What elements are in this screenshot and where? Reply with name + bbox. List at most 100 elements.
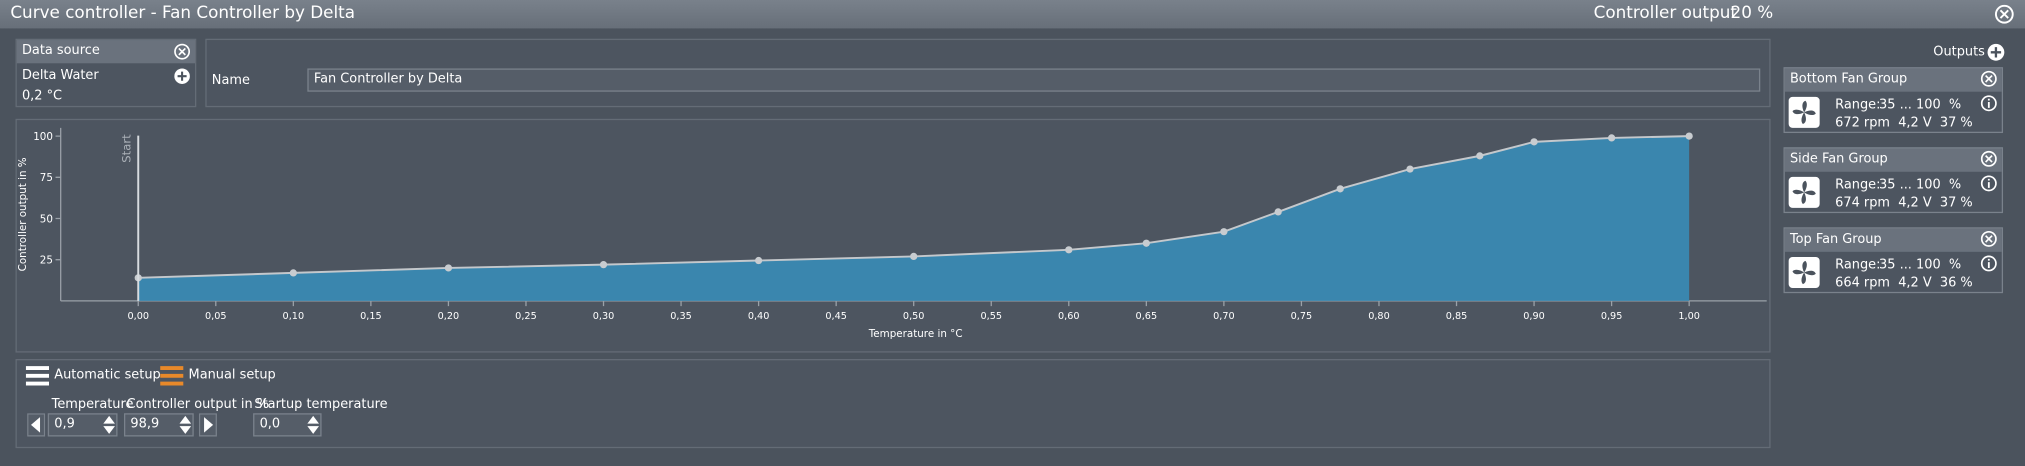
manual-icon[interactable] <box>160 365 184 386</box>
window-title: Curve controller - Fan Controller by Del… <box>10 3 356 24</box>
field-input[interactable]: 0,9 <box>47 413 118 437</box>
output-header <box>1784 148 2002 172</box>
x-tick-label: 0,30 <box>593 311 615 322</box>
field-label: Temperature <box>51 397 134 412</box>
x-tick-label: 0,85 <box>1446 311 1468 322</box>
x-tick-label: 0,60 <box>1058 311 1080 322</box>
output-name: Bottom Fan Group <box>1789 72 1908 87</box>
curve-point <box>1530 138 1538 146</box>
x-axis-label: Temperature in °C <box>868 328 963 340</box>
y-tick-label: 100 <box>33 131 53 143</box>
remove-output[interactable] <box>1980 150 1998 168</box>
x-tick-label: 0,65 <box>1136 311 1158 322</box>
x-tick-label: 0,70 <box>1213 311 1235 322</box>
x-tick-label: 0,55 <box>980 311 1002 322</box>
output-status: 672 rpm 4,2 V 37 % <box>1835 116 1973 131</box>
outputs-title: Outputs <box>1933 45 1985 60</box>
output-value: 20 % <box>1730 3 1774 24</box>
curve-point <box>1142 239 1150 247</box>
fan-icon <box>1788 96 1820 128</box>
fan-glyph <box>1789 258 1819 287</box>
field-input[interactable]: 0,0 <box>253 413 322 437</box>
sensor-value: 0,2 °C <box>21 89 63 104</box>
curve-point <box>289 269 297 277</box>
add-output[interactable] <box>1986 43 2005 62</box>
area-fill <box>138 136 1690 301</box>
fan-glyph <box>1789 178 1819 207</box>
x-tick-label: 0,45 <box>825 311 847 322</box>
curve-point <box>1336 185 1344 193</box>
y-tick-label: 75 <box>40 172 53 184</box>
info-button[interactable] <box>1980 174 1998 192</box>
manual-setup[interactable]: Manual setup <box>188 368 276 383</box>
range-label: Range: <box>1835 98 1881 113</box>
output-status: 674 rpm 4,2 V 37 % <box>1835 196 1973 211</box>
output-name: Top Fan Group <box>1789 232 1882 247</box>
remove-icon[interactable] <box>1980 70 1998 88</box>
info-icon[interactable] <box>1980 254 1998 272</box>
x-tick-label: 1,00 <box>1678 311 1700 322</box>
curve-line <box>138 135 1690 279</box>
output-header <box>1784 228 2002 252</box>
curve-point <box>1406 165 1414 173</box>
range-value: 35 ... 100 % <box>1879 98 1962 113</box>
curve-point <box>1220 228 1228 236</box>
name-input[interactable]: Fan Controller by Delta <box>307 68 1761 92</box>
y-tick-label: 25 <box>40 255 53 267</box>
remove-source[interactable] <box>173 43 191 61</box>
range-label: Range: <box>1835 258 1881 273</box>
x-tick-label: 0,25 <box>515 311 537 322</box>
x-tick-label: 0,05 <box>205 311 227 322</box>
info-icon[interactable] <box>1980 174 1998 192</box>
fan-icon <box>1788 176 1820 208</box>
next-point[interactable] <box>198 413 217 437</box>
remove-output[interactable] <box>1980 70 1998 88</box>
spinner[interactable] <box>178 415 192 436</box>
info-button[interactable] <box>1980 254 1998 272</box>
prev-point[interactable] <box>27 413 46 437</box>
x-tick-label: 0,35 <box>670 311 692 322</box>
range-value: 35 ... 100 % <box>1879 258 1962 273</box>
close-button[interactable] <box>1994 4 2015 25</box>
remove-output[interactable] <box>1980 230 1998 248</box>
chart: Temperature in °C Controller output in %… <box>17 127 1767 340</box>
fan-icon <box>1788 256 1820 288</box>
info-icon[interactable] <box>1980 94 1998 112</box>
data-source-header <box>16 40 196 64</box>
spinner[interactable] <box>306 415 320 436</box>
y-tick-label: 50 <box>40 213 53 225</box>
curve-point <box>1607 134 1616 142</box>
output-label: Controller output <box>1593 3 1737 24</box>
remove-icon[interactable] <box>1980 150 1998 168</box>
output-status: 664 rpm 4,2 V 36 % <box>1835 276 1973 291</box>
curve-point <box>1274 208 1282 216</box>
curve-point <box>1065 246 1073 254</box>
info-button[interactable] <box>1980 94 1998 112</box>
field-input[interactable]: 98,9 <box>123 413 194 437</box>
curve-point <box>910 252 918 261</box>
x-tick-label: 0,95 <box>1601 311 1623 322</box>
x-tick-label: 0,10 <box>283 311 305 322</box>
x-tick-label: 0,90 <box>1523 311 1545 322</box>
data-source-title: Data source <box>21 43 100 59</box>
range-label: Range: <box>1835 178 1881 193</box>
spinner[interactable] <box>102 415 116 436</box>
remove-icon[interactable] <box>1980 230 1998 248</box>
automatic-icon[interactable] <box>25 365 50 386</box>
name-label: Name <box>211 73 250 88</box>
title-bar <box>0 0 2025 29</box>
output-name: Side Fan Group <box>1789 152 1888 167</box>
x-tick-label: 0,00 <box>127 311 149 322</box>
y-axis-label: Controller output in % <box>17 157 29 271</box>
automatic-setup[interactable]: Automatic setup <box>54 368 161 383</box>
field-label: Startup temperature <box>254 397 388 412</box>
range-value: 35 ... 100 % <box>1879 178 1962 193</box>
x-tick-label: 0,15 <box>360 311 382 322</box>
start-label: Start <box>119 134 133 163</box>
x-tick-label: 0,40 <box>748 311 770 322</box>
sensor-name: Delta Water <box>21 68 99 83</box>
add-source[interactable] <box>173 67 191 85</box>
field-label: Controller output in % <box>126 397 270 412</box>
